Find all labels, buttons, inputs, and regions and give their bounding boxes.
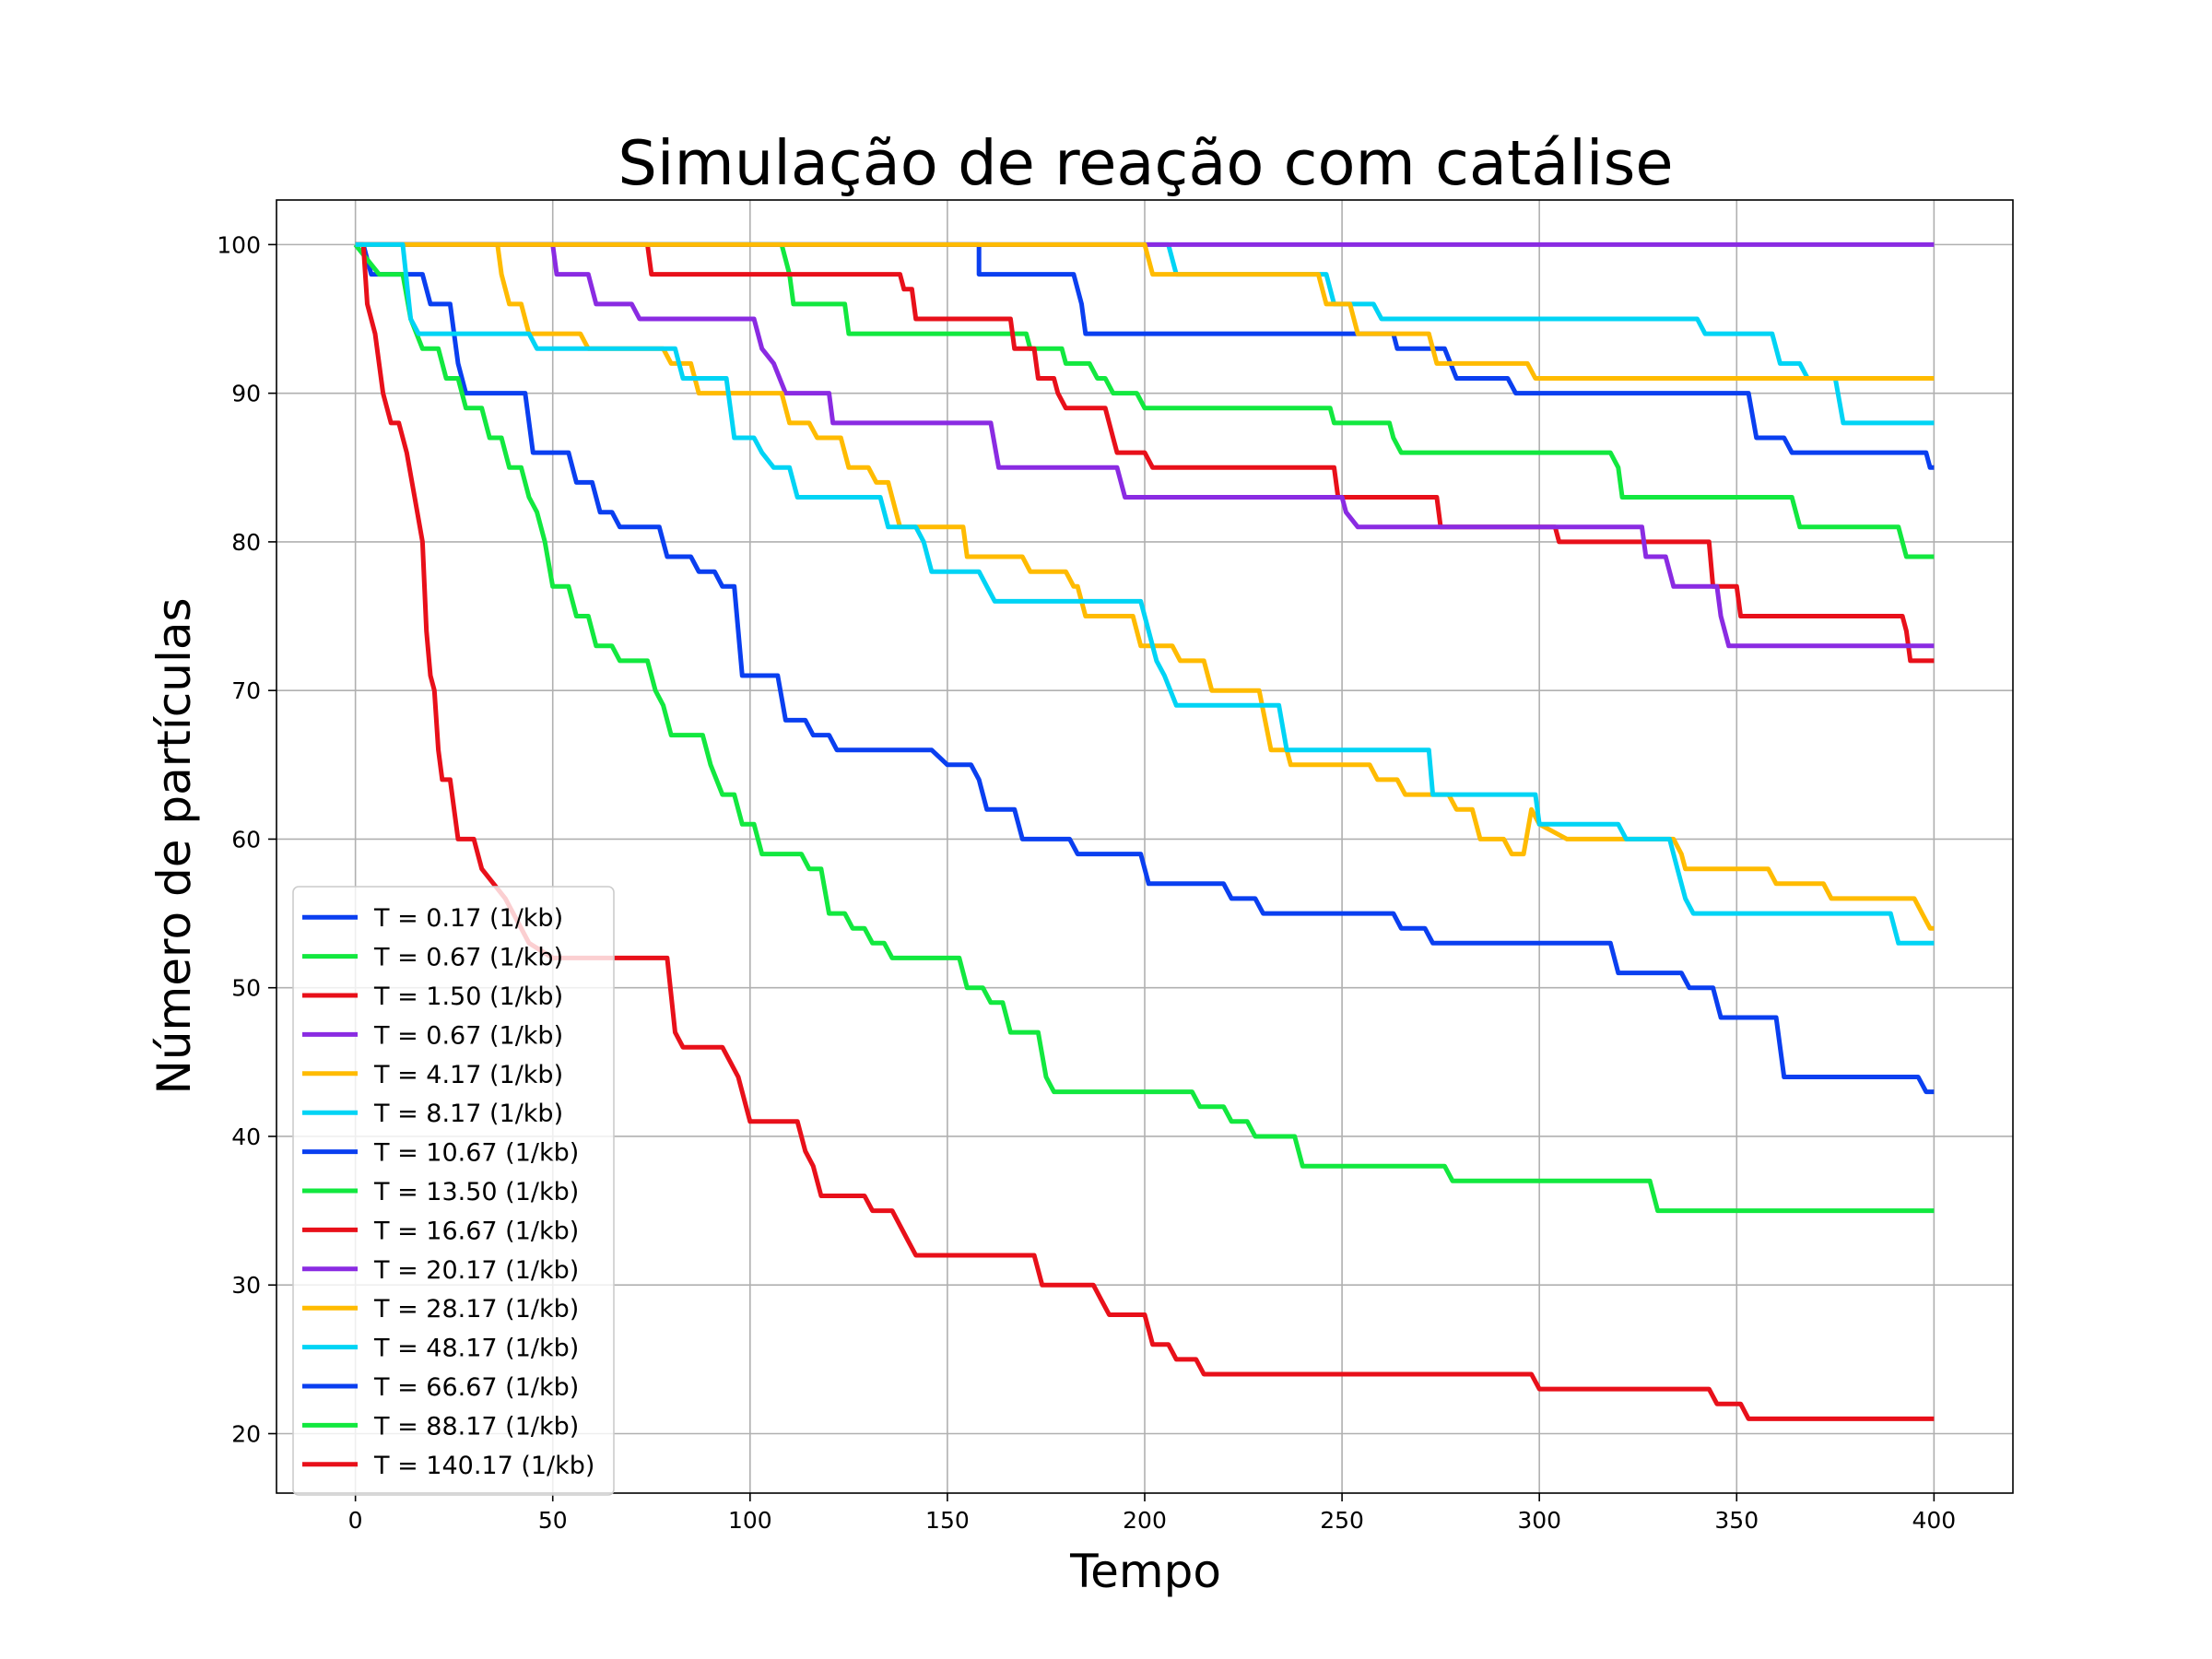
legend-label: T = 88.17 (1/kb) — [373, 1412, 579, 1441]
legend-label: T = 0.17 (1/kb) — [373, 904, 563, 933]
x-tick-label: 150 — [925, 1507, 970, 1534]
x-tick-label: 100 — [728, 1507, 772, 1534]
grid-layer — [276, 200, 2013, 1493]
legend-label: T = 66.67 (1/kb) — [373, 1373, 579, 1402]
y-tick-label: 60 — [231, 826, 261, 853]
x-tick-label: 350 — [1714, 1507, 1759, 1534]
chart-title: Simulação de reação com catálise — [618, 127, 1673, 199]
series-line-2 — [355, 241, 1935, 559]
y-tick-label: 30 — [231, 1272, 261, 1299]
series-line-11 — [355, 241, 1935, 381]
series-line-4 — [355, 241, 1935, 649]
x-tick-label: 200 — [1123, 1507, 1167, 1534]
legend-label: T = 10.67 (1/kb) — [373, 1139, 579, 1168]
series-line-12 — [355, 241, 1935, 946]
legend-label: T = 20.17 (1/kb) — [373, 1256, 579, 1285]
series-line-7 — [355, 241, 1935, 1095]
legend-label: T = 0.67 (1/kb) — [373, 944, 563, 972]
legend-label: T = 16.67 (1/kb) — [373, 1217, 579, 1245]
series-line-9 — [355, 241, 1935, 1421]
legend-label: T = 140.17 (1/kb) — [373, 1452, 594, 1480]
y-tick-label: 100 — [217, 231, 261, 258]
legend-label: T = 0.67 (1/kb) — [373, 1021, 563, 1050]
x-tick-label: 250 — [1320, 1507, 1364, 1534]
y-tick-label: 90 — [231, 381, 261, 407]
tick-layer: 0 50 100 150 200 250 300 350 400 20 30 40 50 60 70 80 90… — [217, 231, 1956, 1534]
y-axis-label: Número de partículas — [147, 597, 201, 1094]
y-tick-label: 80 — [231, 529, 261, 556]
x-tick-label: 50 — [538, 1507, 568, 1534]
legend-box — [292, 886, 615, 1496]
legend-label: T = 1.50 (1/kb) — [373, 982, 563, 1011]
x-axis-label: Tempo — [1069, 1545, 1221, 1598]
x-tick-label: 400 — [1912, 1507, 1957, 1534]
x-tick-label: 0 — [348, 1507, 363, 1534]
series-line-5 — [355, 241, 1935, 931]
series-line-1 — [355, 241, 1935, 470]
y-tick-label: 40 — [231, 1124, 261, 1150]
legend-label: T = 28.17 (1/kb) — [373, 1295, 579, 1324]
series-line-3 — [355, 241, 1935, 664]
legend-label: T = 8.17 (1/kb) — [373, 1100, 563, 1128]
legend: T = 0.17 (1/kb) T = 0.67 (1/kb) T = 1.50 (… — [292, 886, 615, 1496]
y-tick-label: 70 — [231, 677, 261, 704]
series-layer — [353, 241, 1935, 1421]
legend-label: T = 48.17 (1/kb) — [373, 1335, 579, 1363]
series-line-8 — [353, 242, 1935, 1214]
legend-label: T = 4.17 (1/kb) — [373, 1061, 563, 1089]
y-tick-label: 50 — [231, 975, 261, 1002]
y-tick-label: 20 — [231, 1420, 261, 1447]
x-tick-label: 300 — [1517, 1507, 1561, 1534]
legend-label: T = 13.50 (1/kb) — [373, 1178, 579, 1206]
